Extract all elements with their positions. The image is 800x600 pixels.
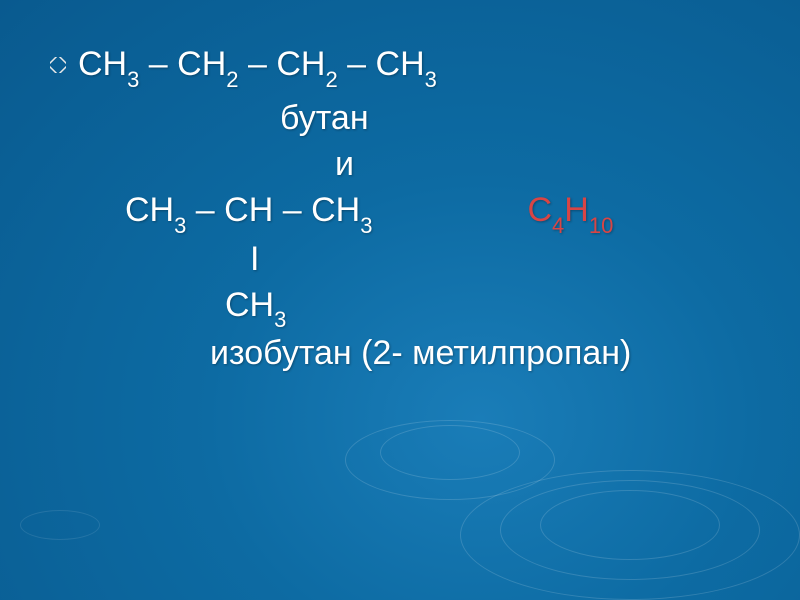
isobutane-main-row: CH3 – CH – CH3 C4H10 — [50, 188, 800, 236]
butane-formula-row: CH3 – CH2 – CH2 – CH3 — [50, 42, 800, 90]
bullet-icon — [50, 57, 68, 75]
molecular-formula: C4H10 — [527, 191, 613, 235]
branch-bond: I — [250, 237, 800, 283]
butane-label: бутан — [280, 96, 800, 142]
isobutane-main-formula: CH3 – CH – CH3 — [125, 188, 372, 236]
isobutane-label: изобутан (2- метилпропан) — [210, 331, 800, 377]
decorative-ripple — [345, 420, 555, 500]
butane-formula: CH3 – CH2 – CH2 – CH3 — [78, 42, 437, 90]
and-label: и — [335, 142, 800, 188]
slide-content: CH3 – CH2 – CH2 – CH3 бутан и CH3 – CH –… — [0, 0, 800, 377]
branch-group: CH3 — [225, 283, 800, 331]
decorative-ripple — [20, 510, 100, 540]
